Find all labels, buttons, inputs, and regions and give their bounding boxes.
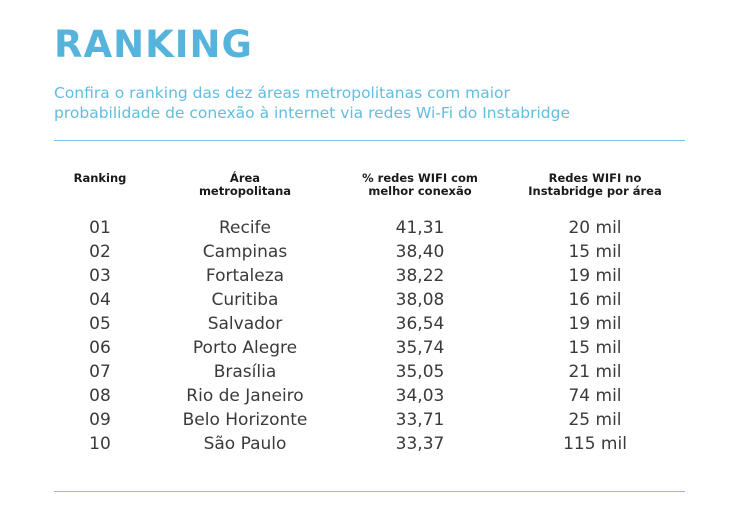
- cell-networks: 115 mil: [563, 434, 627, 454]
- cell-networks: 19 mil: [568, 266, 622, 286]
- cell-rank: 04: [89, 290, 111, 310]
- table-row: 06 Porto Alegre 35,74 15 mil: [0, 336, 731, 360]
- cell-area: Brasília: [213, 362, 277, 382]
- cell-area: Salvador: [207, 314, 283, 334]
- cell-rank: 06: [89, 338, 111, 358]
- column-header-area: Área metropolitana: [198, 171, 292, 198]
- table-row: 02 Campinas 38,40 15 mil: [0, 240, 731, 264]
- cell-rank: 08: [89, 386, 111, 406]
- cell-percent: 35,05: [395, 362, 445, 382]
- top-divider: [54, 140, 685, 141]
- cell-networks: 74 mil: [568, 386, 622, 406]
- cell-percent: 41,31: [395, 218, 445, 238]
- cell-networks: 20 mil: [568, 218, 622, 238]
- table-row: 08 Rio de Janeiro 34,03 74 mil: [0, 384, 731, 408]
- cell-rank: 07: [89, 362, 111, 382]
- cell-networks: 19 mil: [568, 314, 622, 334]
- cell-percent: 38,22: [395, 266, 445, 286]
- cell-networks: 15 mil: [568, 338, 622, 358]
- cell-area: São Paulo: [203, 434, 287, 454]
- cell-rank: 09: [89, 410, 111, 430]
- cell-area: Campinas: [202, 242, 288, 262]
- cell-percent: 38,40: [395, 242, 445, 262]
- table-row: 05 Salvador 36,54 19 mil: [0, 312, 731, 336]
- table-row: 07 Brasília 35,05 21 mil: [0, 360, 731, 384]
- cell-percent: 34,03: [395, 386, 445, 406]
- cell-rank: 01: [89, 218, 111, 238]
- bottom-divider: [54, 491, 685, 492]
- cell-percent: 33,37: [395, 434, 445, 454]
- cell-percent: 38,08: [395, 290, 445, 310]
- cell-rank: 03: [89, 266, 111, 286]
- column-header-ranking: Ranking: [73, 171, 127, 185]
- table-row: 01 Recife 41,31 20 mil: [0, 216, 731, 240]
- page-title: RANKING: [54, 23, 253, 66]
- cell-networks: 16 mil: [568, 290, 622, 310]
- cell-area: Porto Alegre: [192, 338, 298, 358]
- page-subtitle: Confira o ranking das dez áreas metropol…: [54, 84, 570, 122]
- cell-networks: 21 mil: [568, 362, 622, 382]
- cell-percent: 35,74: [395, 338, 445, 358]
- column-header-wifi-count: Redes WIFI no Instabridge por área: [528, 171, 662, 198]
- cell-area: Rio de Janeiro: [186, 386, 304, 406]
- cell-networks: 25 mil: [568, 410, 622, 430]
- table-row: 10 São Paulo 33,37 115 mil: [0, 432, 731, 456]
- cell-area: Fortaleza: [205, 266, 285, 286]
- table-row: 03 Fortaleza 38,22 19 mil: [0, 264, 731, 288]
- column-header-wifi-percent: % redes WIFI com melhor conexão: [362, 171, 478, 198]
- cell-area: Recife: [218, 218, 272, 238]
- cell-area: Curitiba: [211, 290, 279, 310]
- cell-rank: 02: [89, 242, 111, 262]
- table-row: 04 Curitiba 38,08 16 mil: [0, 288, 731, 312]
- table-row: 09 Belo Horizonte 33,71 25 mil: [0, 408, 731, 432]
- cell-rank: 05: [89, 314, 111, 334]
- cell-rank: 10: [89, 434, 111, 454]
- cell-networks: 15 mil: [568, 242, 622, 262]
- cell-percent: 36,54: [395, 314, 445, 334]
- cell-percent: 33,71: [395, 410, 445, 430]
- ranking-table-body: 01 Recife 41,31 20 mil 02 Campinas 38,40…: [0, 216, 731, 456]
- cell-area: Belo Horizonte: [182, 410, 308, 430]
